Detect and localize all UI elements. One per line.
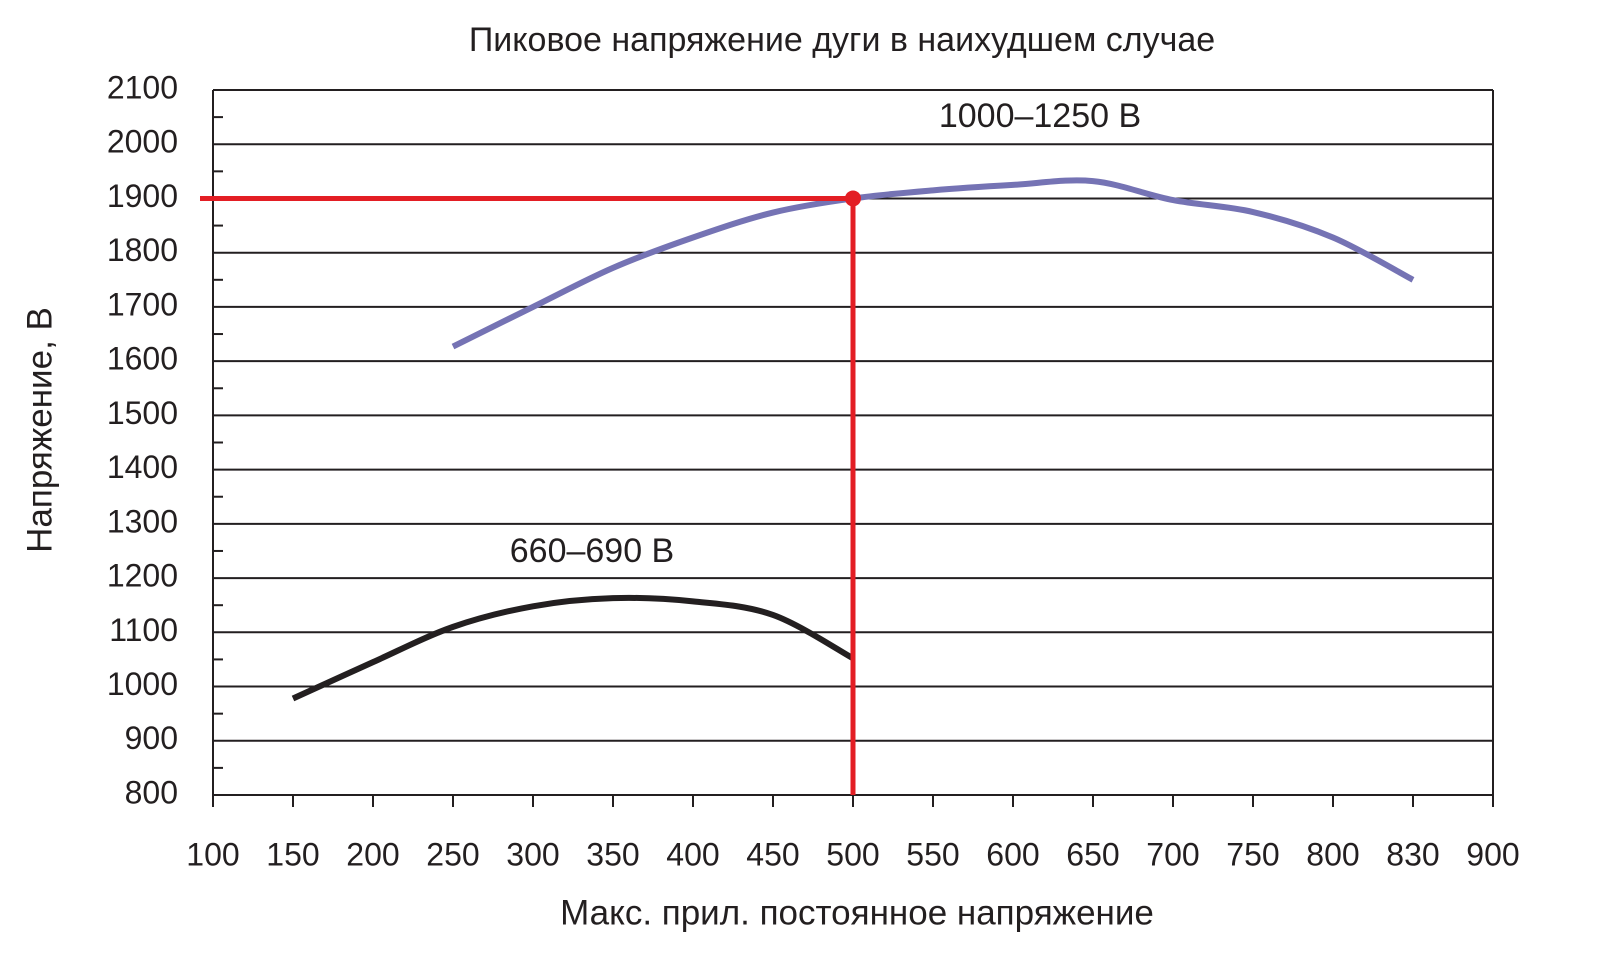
y-tick-label: 900 [125,720,178,756]
x-tick-label: 500 [826,836,879,872]
x-tick-label: 450 [746,836,799,872]
x-tick-label: 800 [1306,836,1359,872]
x-tick-label: 650 [1066,836,1119,872]
x-tick-label: 100 [186,836,239,872]
chart-title: Пиковое напряжение дуги в наихудшем случ… [469,21,1215,59]
y-tick-label: 1800 [107,232,178,268]
series-line [451,177,1415,350]
y-axis-label: Напряжение, В [20,307,59,553]
x-tick-label: 250 [426,836,479,872]
x-tick-label: 350 [586,836,639,872]
x-tick-label: 400 [666,836,719,872]
y-tick-label: 1400 [107,449,178,485]
series-label: 660–690 В [510,532,675,570]
y-tick-label: 1700 [107,286,178,322]
y-tick-label: 2100 [107,69,178,105]
series-label: 1000–1250 В [939,97,1141,135]
reference-point [845,190,861,207]
x-tick-label: 200 [346,836,399,872]
y-tick-label: 1200 [107,558,178,594]
y-tick-label: 1000 [107,666,178,702]
x-tick-label: 700 [1146,836,1199,872]
x-tick-label: 550 [906,836,959,872]
y-tick-label: 2000 [107,124,178,160]
y-tick-label: 1500 [107,395,178,431]
y-tick-label: 1100 [109,612,178,648]
y-tick-label: 1600 [107,341,178,377]
x-tick-label: 150 [266,836,319,872]
x-tick-label: 750 [1226,836,1279,872]
x-tick-label: 900 [1466,836,1519,872]
x-axis-label: Макс. прил. постоянное напряжение [560,893,1154,932]
x-tick-label: 300 [506,836,559,872]
y-tick-label: 1300 [107,503,178,539]
x-tick-label: 600 [986,836,1039,872]
series-line [291,594,855,702]
y-tick-label: 800 [125,774,178,810]
y-tick-label: 1900 [107,178,178,214]
x-tick-label: 830 [1386,836,1439,872]
